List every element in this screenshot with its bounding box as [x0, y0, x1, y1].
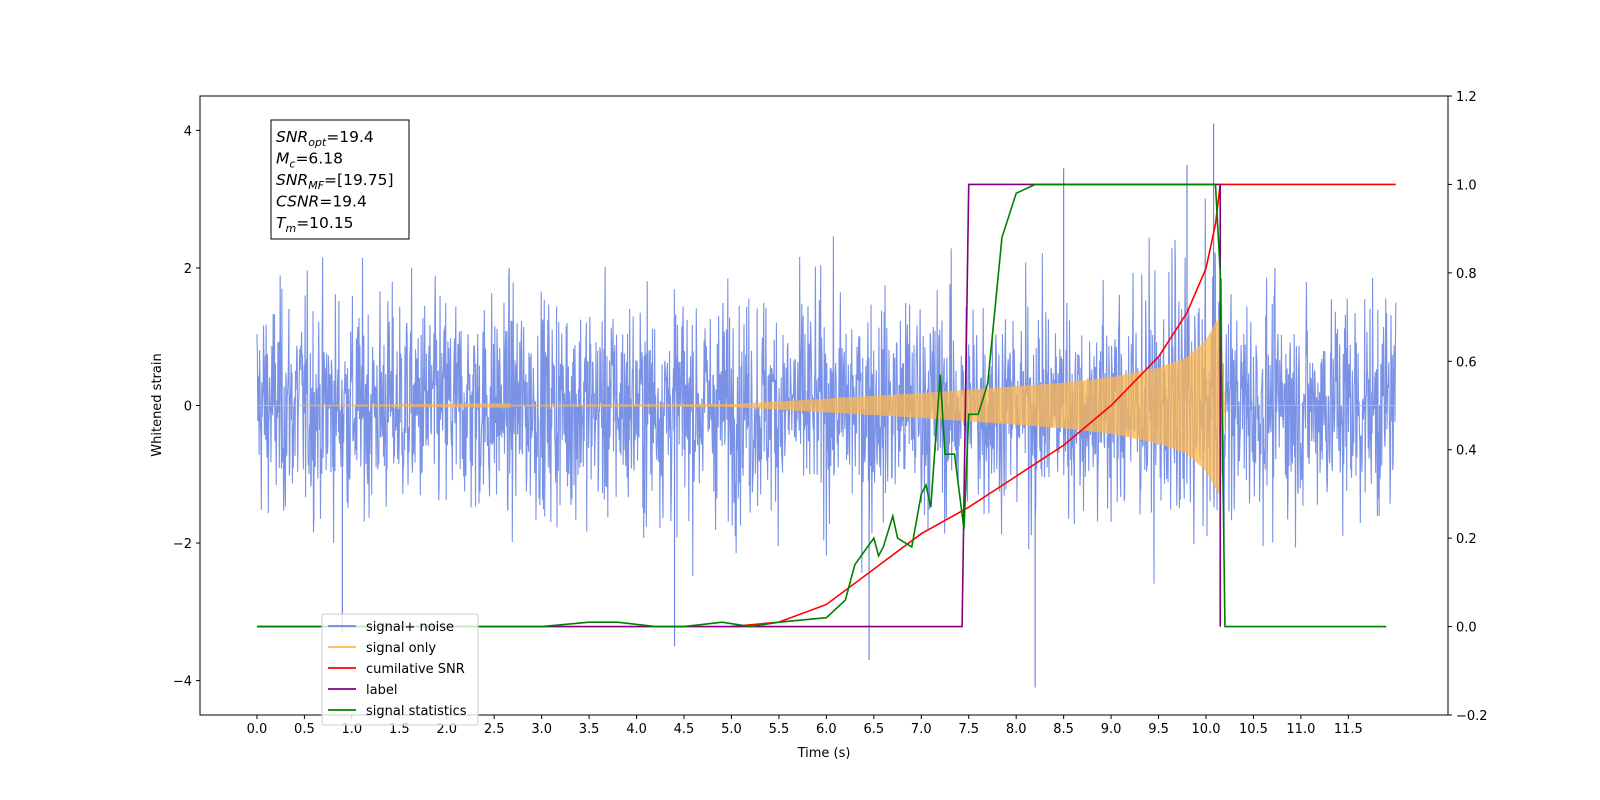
- x-tick-label: 8.5: [1053, 722, 1074, 737]
- y-left-tick-label: −4: [173, 675, 192, 690]
- legend-label-label: label: [366, 683, 397, 698]
- y-left-tick-label: 2: [184, 262, 192, 277]
- series-cumilative-snr: [731, 183, 1396, 628]
- x-tick-label: 2.5: [484, 722, 505, 737]
- info-symbol: CSNR: [276, 193, 319, 211]
- info-line: Tm=10.15: [276, 214, 354, 235]
- info-symbol: SNR: [276, 128, 308, 146]
- x-tick-label: 0.0: [247, 722, 268, 737]
- x-tick-label: 5.5: [769, 722, 790, 737]
- y-right-tick-label: 0.0: [1456, 621, 1477, 636]
- info-line: SNRMF=[19.75]: [276, 171, 394, 192]
- y-right-axis-ticks: 1.2 1.0 0.8 0.6 0.4 0.2 0.0 −0.2: [1448, 90, 1488, 724]
- x-tick-label: 6.0: [816, 722, 837, 737]
- y-left-tick-label: −2: [173, 537, 192, 552]
- x-tick-label: 0.5: [294, 722, 315, 737]
- x-tick-label: 10.5: [1239, 722, 1268, 737]
- info-symbol: SNR: [276, 171, 308, 189]
- legend-label-signal-noise: signal+ noise: [366, 620, 454, 635]
- info-subscript: m: [285, 222, 296, 235]
- y-left-tick-label: 0: [184, 400, 192, 415]
- y-right-tick-label: 1.2: [1456, 90, 1477, 105]
- x-tick-label: 4.5: [674, 722, 695, 737]
- x-tick-label: 7.0: [911, 722, 932, 737]
- info-subscript: c: [289, 158, 295, 171]
- info-symbol: T: [276, 214, 287, 232]
- series-signal-only: [256, 316, 1396, 495]
- info-box-frame: [270, 119, 410, 240]
- x-tick-label: 2.0: [436, 722, 457, 737]
- info-value: =19.4: [319, 193, 367, 211]
- info-value: =[19.75]: [324, 171, 393, 189]
- series-signal-statistics: [256, 183, 1387, 628]
- legend-label-signal-statistics: signal statistics: [366, 704, 467, 719]
- y-left-axis-ticks: 4 2 0 −2 −4: [173, 124, 200, 690]
- x-tick-label: 5.0: [721, 722, 742, 737]
- y-right-tick-label: 0.8: [1456, 267, 1477, 282]
- x-tick-label: 11.5: [1334, 722, 1363, 737]
- x-tick-label: 9.0: [1101, 722, 1122, 737]
- legend-label-signal-only: signal only: [366, 641, 436, 656]
- legend-label-cumilative-snr: cumilative SNR: [366, 662, 465, 677]
- y-left-tick-label: 4: [184, 124, 192, 139]
- x-tick-label: 1.5: [389, 722, 410, 737]
- x-axis-ticks: 0.0 0.5 1.0 1.5 2.0 2.5 3.0 3.5 4.0 4.5 5.0 5.5 6.0 6…: [247, 715, 1363, 737]
- x-tick-label: 11.0: [1286, 722, 1315, 737]
- info-value: =6.18: [295, 150, 343, 168]
- series-layer: [256, 123, 1397, 688]
- info-line: CSNR=19.4: [276, 193, 367, 211]
- info-subscript: MF: [308, 179, 324, 192]
- info-box: SNRopt=19.4Mc=6.18SNRMF=[19.75]CSNR=19.4…: [270, 119, 410, 240]
- y-right-tick-label: 0.4: [1456, 444, 1477, 459]
- info-value: =19.4: [326, 128, 374, 146]
- x-tick-label: 7.5: [958, 722, 979, 737]
- series-signal-noise: [256, 198, 1397, 584]
- y-left-axis-label: Whitened strain: [150, 353, 165, 456]
- legend: signal+ noise signal only cumilative SNR la…: [321, 613, 479, 726]
- info-subscript: opt: [308, 136, 327, 149]
- x-tick-label: 6.5: [863, 722, 884, 737]
- x-tick-label: 4.0: [626, 722, 647, 737]
- y-right-tick-label: −0.2: [1456, 709, 1488, 724]
- y-right-tick-label: 0.2: [1456, 532, 1477, 547]
- info-symbol: M: [276, 150, 289, 168]
- x-tick-label: 9.5: [1148, 722, 1169, 737]
- x-tick-label: 8.0: [1006, 722, 1027, 737]
- x-tick-label: 3.5: [579, 722, 600, 737]
- y-right-tick-label: 1.0: [1456, 178, 1477, 193]
- x-axis-label: Time (s): [797, 746, 851, 761]
- info-line: SNRopt=19.4: [276, 128, 374, 149]
- x-tick-label: 1.0: [342, 722, 363, 737]
- info-value: =10.15: [296, 214, 353, 232]
- legend-frame: [321, 613, 479, 726]
- info-line: Mc=6.18: [276, 150, 343, 171]
- y-right-tick-label: 0.6: [1456, 355, 1477, 370]
- x-tick-label: 10.0: [1192, 722, 1221, 737]
- x-tick-label: 3.0: [531, 722, 552, 737]
